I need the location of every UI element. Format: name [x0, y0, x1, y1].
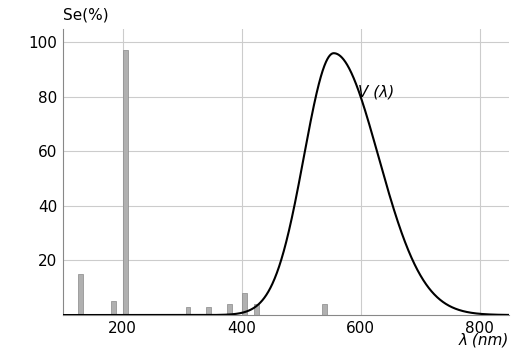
Bar [242, 293, 247, 315]
Text: Se(%): Se(%) [63, 8, 109, 23]
Bar [78, 274, 83, 315]
Bar [123, 50, 128, 315]
Bar [227, 304, 232, 315]
Text: λ (nm): λ (nm) [459, 332, 509, 347]
Bar [111, 301, 116, 315]
Bar [322, 304, 327, 315]
Bar [185, 307, 191, 315]
Bar [206, 307, 211, 315]
Text: V (λ): V (λ) [358, 85, 394, 100]
Bar [254, 304, 259, 315]
